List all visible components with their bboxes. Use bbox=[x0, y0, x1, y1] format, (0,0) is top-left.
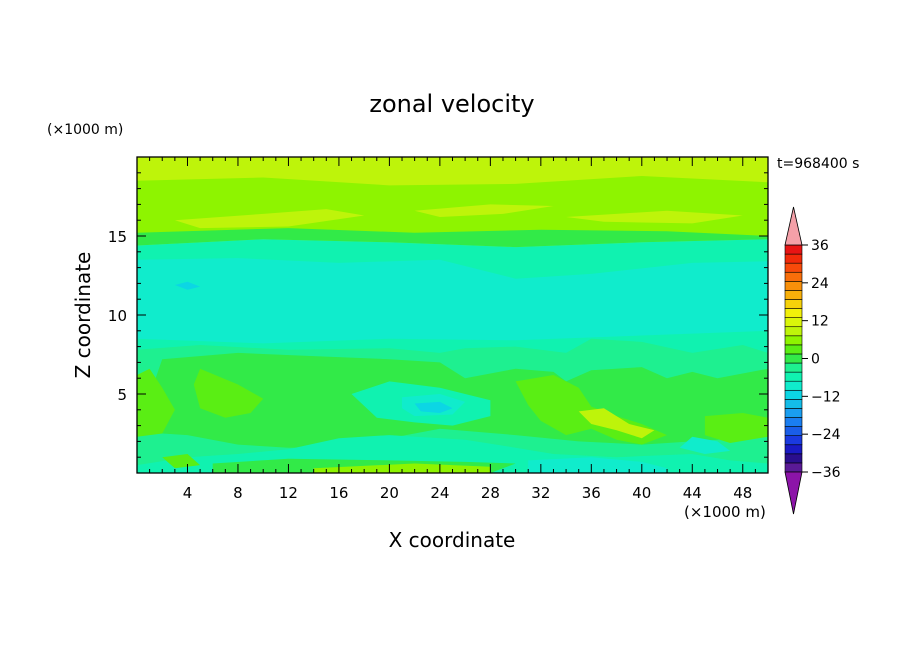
x-tick-label: 32 bbox=[531, 484, 550, 502]
x-tick-label: 36 bbox=[582, 484, 601, 502]
chart-title: zonal velocity bbox=[369, 90, 534, 118]
colorbar-tick-label: 0 bbox=[811, 352, 820, 368]
colorbar-cell bbox=[784, 444, 803, 455]
colorbar-cell bbox=[784, 244, 803, 255]
y-tick-label: 10 bbox=[108, 307, 127, 325]
x-tick-label: 28 bbox=[481, 484, 500, 502]
y-tick-label: 15 bbox=[108, 228, 127, 246]
contour-region-11 bbox=[137, 368, 175, 437]
x-tick-label: 16 bbox=[329, 484, 348, 502]
colorbar-cell bbox=[784, 408, 803, 418]
colorbar-cell bbox=[784, 344, 803, 355]
colorbar-cell bbox=[784, 462, 803, 473]
colorbar-cell bbox=[784, 317, 803, 328]
colorbar-tick-label: −12 bbox=[811, 389, 841, 405]
colorbar-cell bbox=[784, 262, 803, 273]
colorbar-over-triangle bbox=[784, 206, 803, 246]
x-tick-label: 4 bbox=[183, 484, 193, 502]
colorbar-cell bbox=[784, 417, 803, 427]
colorbar-cell bbox=[784, 371, 803, 382]
colorbar-cell bbox=[784, 290, 803, 300]
contour-region-4 bbox=[566, 210, 743, 224]
contour-region-12 bbox=[193, 368, 264, 418]
x-unit-label: (×1000 m) bbox=[684, 503, 766, 521]
colorbar-cell bbox=[784, 271, 803, 282]
contour-region-14 bbox=[704, 413, 768, 443]
y-axis-label: Z coordinate bbox=[71, 252, 95, 379]
contour-region-5 bbox=[137, 228, 768, 248]
colorbar-cell bbox=[784, 389, 803, 400]
contour-region-7 bbox=[137, 258, 768, 344]
y-tick-label: 5 bbox=[117, 386, 127, 404]
x-tick-label: 12 bbox=[279, 484, 298, 502]
colorbar-cell bbox=[784, 253, 803, 264]
colorbar-cell bbox=[784, 299, 803, 309]
colorbar-cell bbox=[784, 453, 803, 464]
x-tick-label: 40 bbox=[632, 484, 651, 502]
x-tick-label: 8 bbox=[233, 484, 243, 502]
colorbar-cell bbox=[784, 426, 803, 436]
colorbar-cell bbox=[784, 326, 803, 337]
x-tick-label: 24 bbox=[430, 484, 449, 502]
contour-region-23 bbox=[162, 454, 201, 469]
contour-region-8 bbox=[174, 281, 201, 290]
colorbar-under-triangle bbox=[784, 471, 803, 515]
time-label: t=968400 s bbox=[777, 156, 859, 172]
colorbar-tick-label: −36 bbox=[811, 465, 841, 481]
x-tick-label: 48 bbox=[733, 484, 752, 502]
contour-region-22 bbox=[528, 457, 667, 473]
colorbar-cell bbox=[784, 380, 803, 391]
colorbar-cell bbox=[784, 399, 803, 409]
colorbar-tick-label: 12 bbox=[811, 314, 829, 330]
x-axis-label: X coordinate bbox=[389, 528, 516, 552]
colorbar-cell bbox=[784, 335, 803, 346]
colorbar-cell bbox=[784, 362, 803, 373]
colorbar-tick-label: −24 bbox=[811, 427, 841, 443]
colorbar-cell bbox=[784, 281, 803, 291]
contour-region-24 bbox=[679, 436, 731, 454]
contour-region-2 bbox=[174, 209, 365, 229]
colorbar-cell bbox=[784, 435, 803, 446]
x-tick-label: 20 bbox=[380, 484, 399, 502]
colorbar-tick-label: 24 bbox=[811, 276, 829, 292]
y-unit-label: (×1000 m) bbox=[47, 122, 123, 138]
x-tick-label: 44 bbox=[683, 484, 702, 502]
colorbar-cell bbox=[784, 353, 803, 364]
contour-field bbox=[137, 157, 768, 473]
colorbar-tick-label: 36 bbox=[811, 238, 829, 254]
contour-region-3 bbox=[414, 204, 554, 217]
colorbar-cell bbox=[784, 308, 803, 318]
colorbar: 36 24 12 0 −12 −24 −36 bbox=[784, 206, 841, 515]
contour-region-21 bbox=[313, 463, 491, 473]
contour-region-15 bbox=[578, 408, 655, 439]
contour-region-1 bbox=[137, 157, 768, 170]
contour-region-18 bbox=[414, 401, 453, 413]
